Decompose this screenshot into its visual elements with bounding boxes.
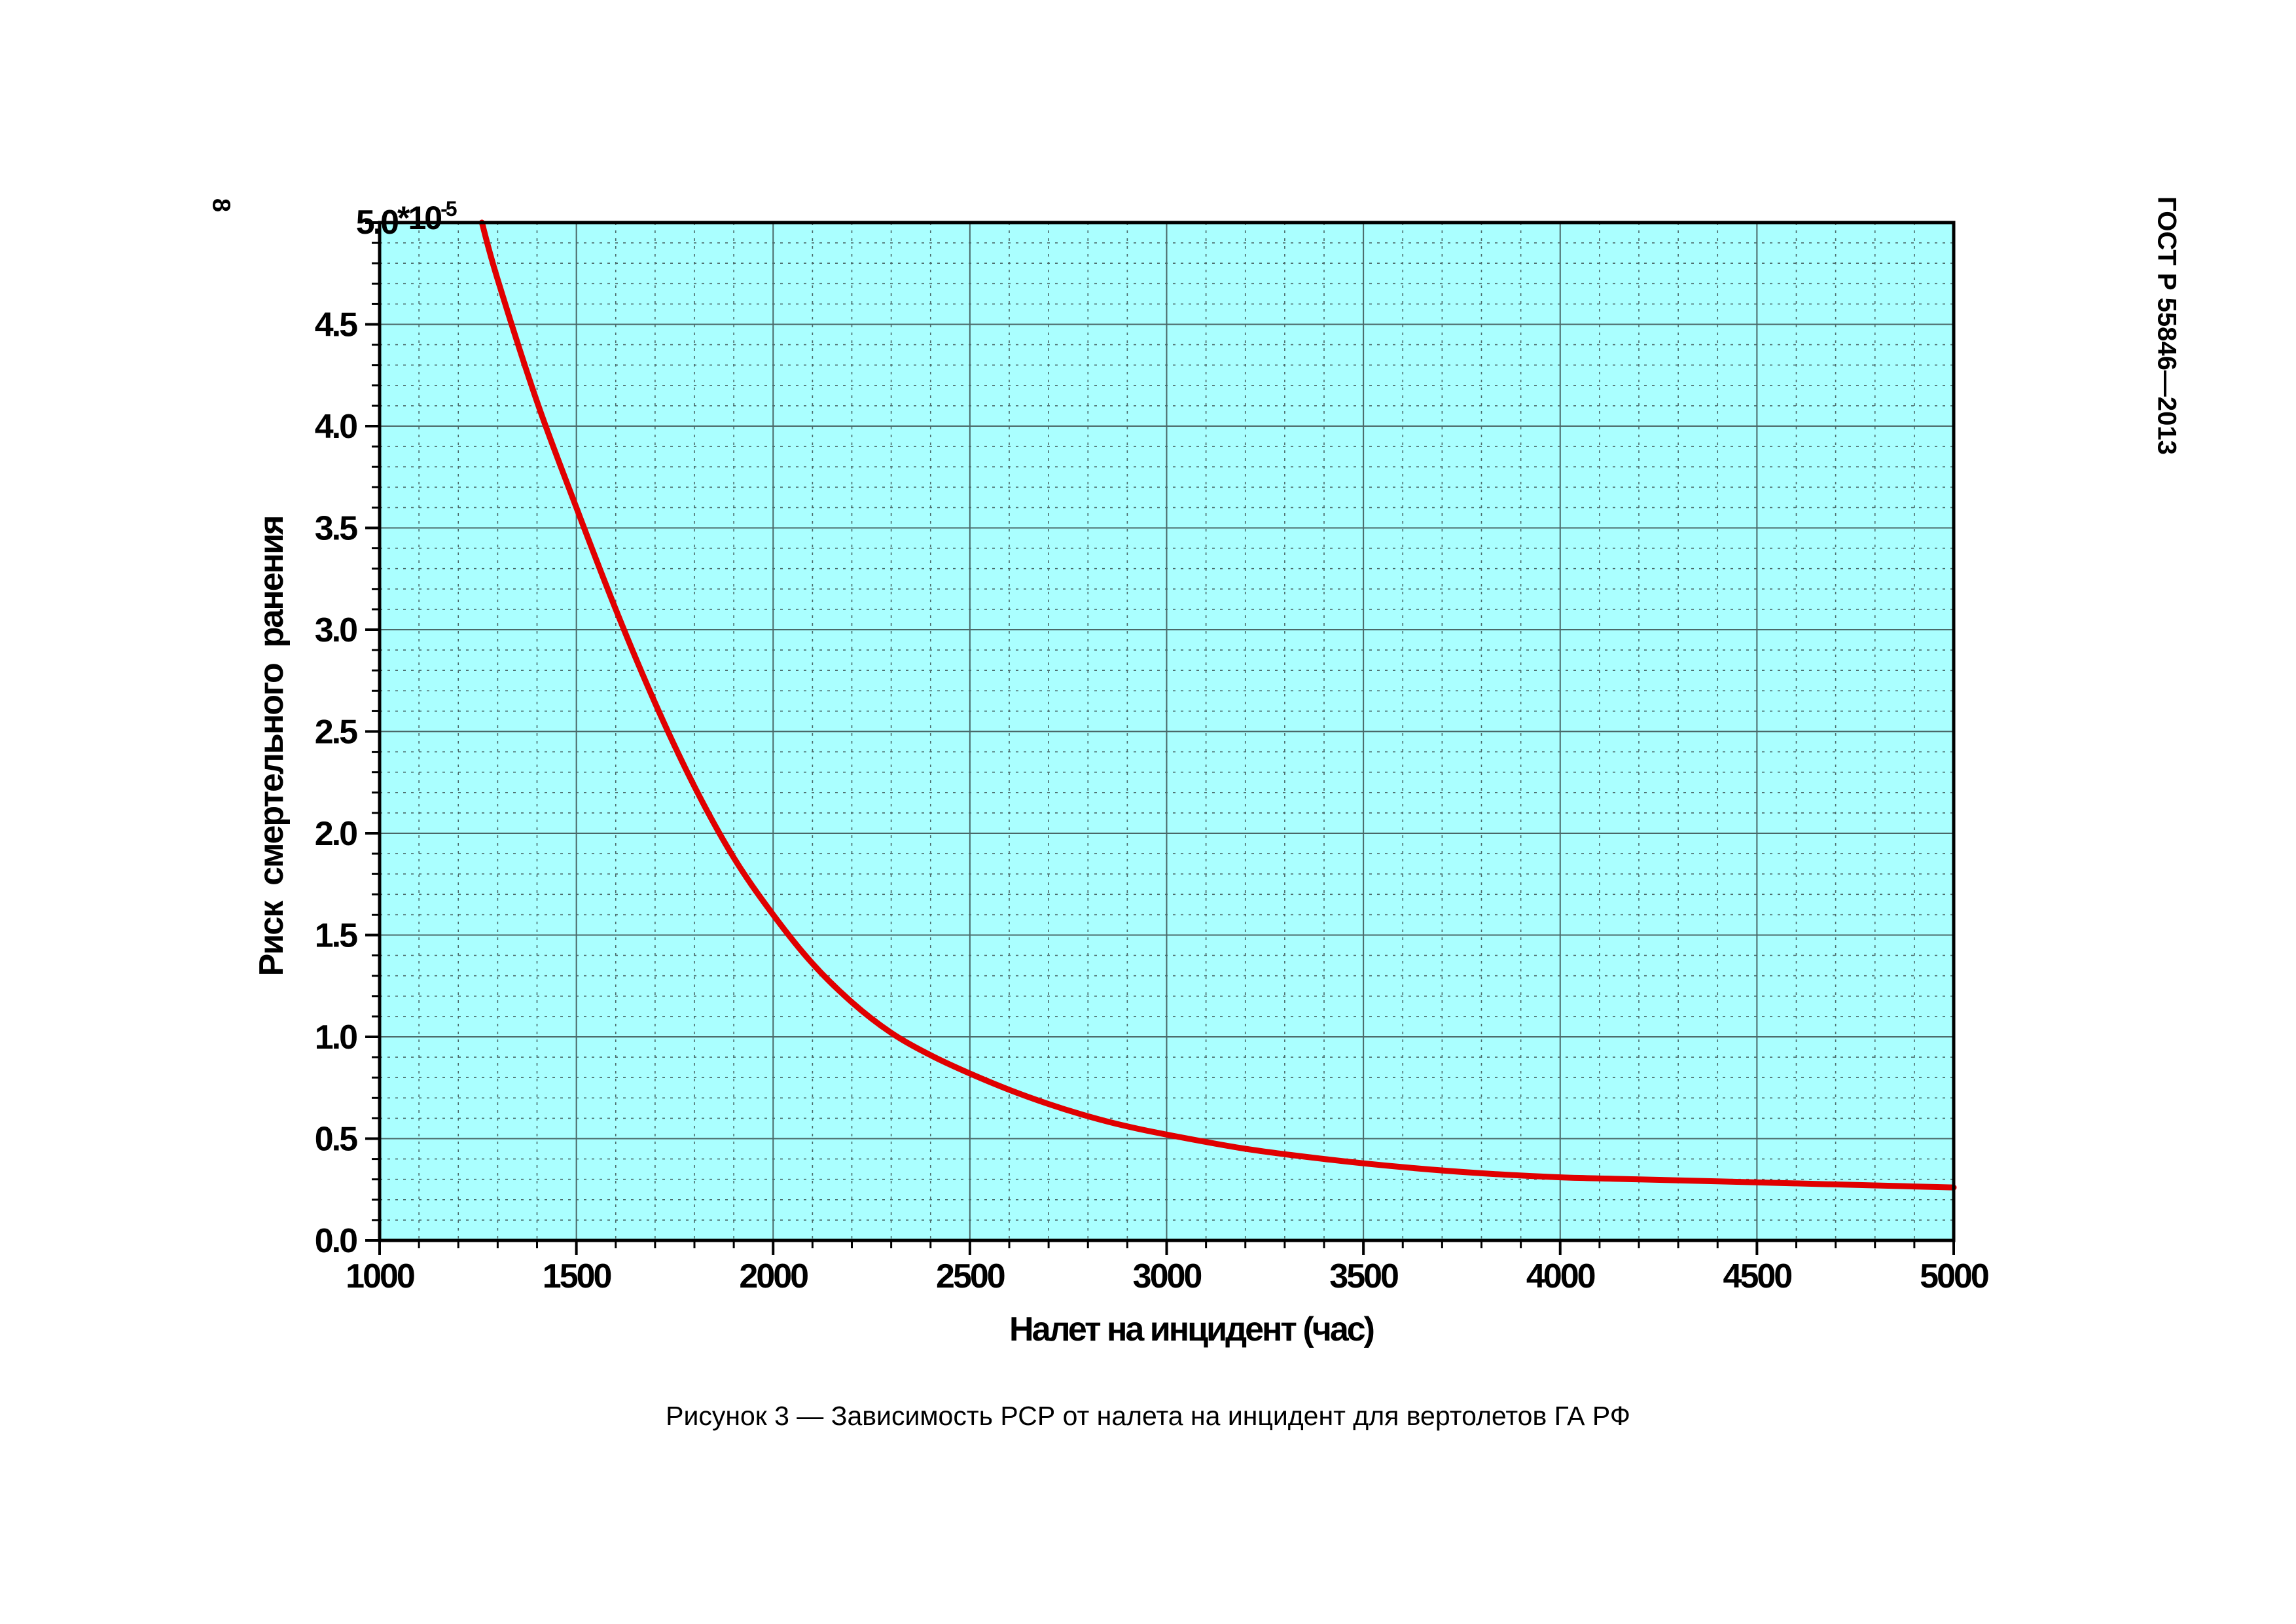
y-tick-label: 1.0 [315, 1019, 357, 1056]
x-tick-label: 2000 [739, 1257, 808, 1295]
y-exponent-base: *10 [397, 200, 441, 236]
series-line [478, 219, 1957, 1191]
y-tick-label: 4.0 [315, 408, 357, 446]
y-tick-label: 3.0 [315, 611, 357, 649]
standard-designation: ГОСТ Р 55846—2013 [2152, 196, 2181, 455]
x-tick-label: 3000 [1133, 1257, 1202, 1295]
x-tick-label: 3500 [1329, 1257, 1398, 1295]
y-tick-label: 0.5 [315, 1121, 357, 1159]
y-tick-labels: 0.0 0.5 1.0 1.5 2.0 2.5 3.0 3.5 4.0 4.5 5.0 [315, 204, 400, 1260]
x-tick-label: 1500 [543, 1257, 611, 1295]
y-tick-label: 0.0 [315, 1222, 357, 1260]
y-tick-label: 1.5 [315, 917, 357, 955]
x-tick-label: 5000 [1920, 1257, 1988, 1295]
figure-caption: Рисунок 3 — Зависимость РСР от налета на… [666, 1401, 1630, 1431]
series-layer [478, 219, 1957, 1191]
page-number: 8 [207, 198, 235, 213]
x-tick-labels: 1000 1500 2000 2500 3000 3500 4000 4500 5000 [346, 1257, 1990, 1295]
x-tick-label: 2500 [936, 1257, 1005, 1295]
y-tick-label: 2.0 [315, 815, 357, 853]
y-tick-label: 3.5 [315, 510, 357, 548]
x-tick-label: 4500 [1723, 1257, 1792, 1295]
y-tick-label: 5.0 [356, 204, 398, 242]
y-axis-label: Риск смертельного ранения [253, 516, 291, 977]
x-axis-label: Налет на инцидент (час) [1009, 1310, 1374, 1348]
x-tick-label: 1000 [346, 1257, 414, 1295]
y-tick-label: 2.5 [315, 713, 357, 751]
y-exponent-power: -5 [440, 197, 457, 221]
x-tick-label: 4000 [1526, 1257, 1595, 1295]
y-tick-label: 4.5 [315, 306, 357, 344]
axis-ticks [365, 221, 1955, 1255]
